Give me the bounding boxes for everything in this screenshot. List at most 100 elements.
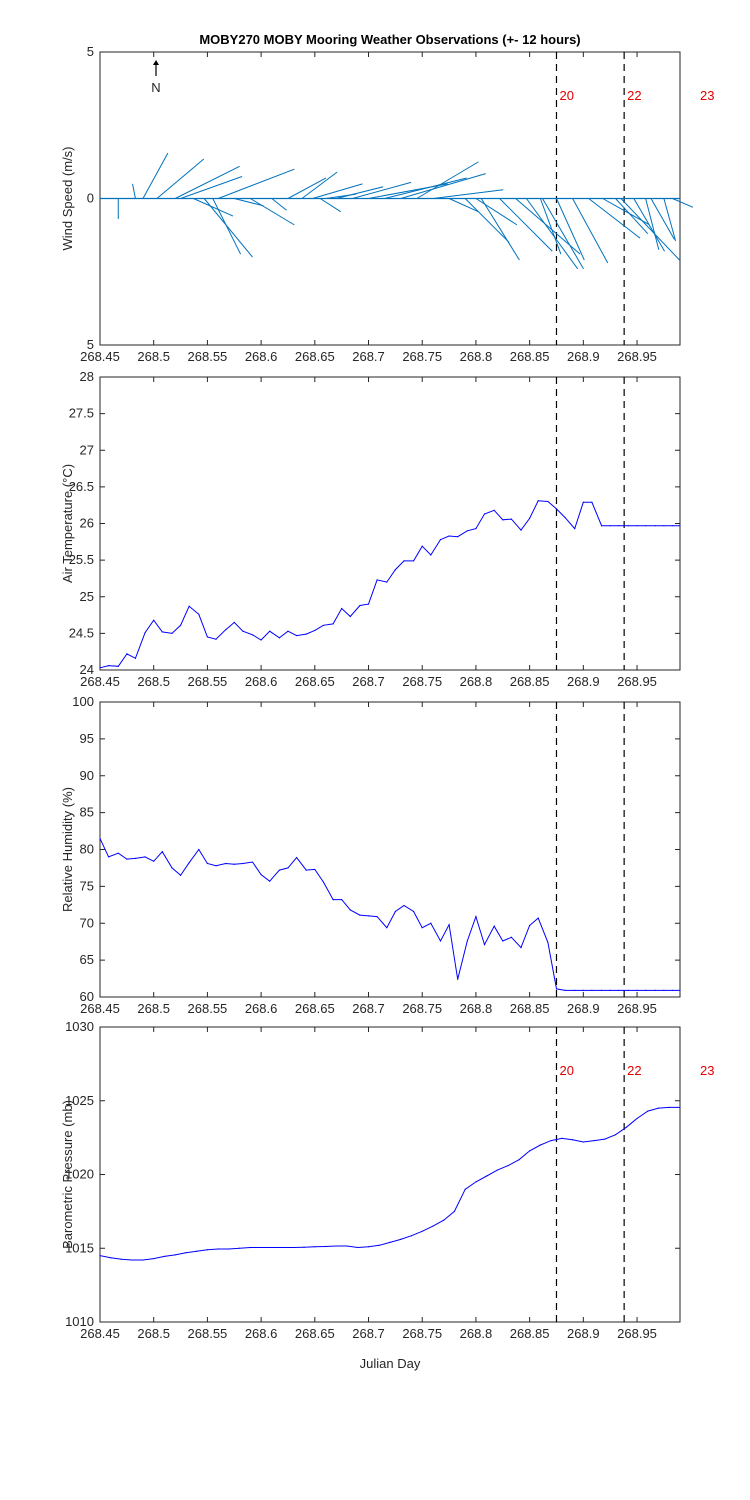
wind-vector (499, 198, 553, 252)
data-point (394, 569, 396, 571)
data-point (260, 1246, 262, 1249)
data-point (502, 519, 504, 521)
y-axis-label: Barometric Pressure (mb) (60, 1100, 75, 1249)
data-point (448, 924, 450, 926)
data-point (671, 989, 674, 991)
data-point (609, 989, 611, 991)
data-point (430, 554, 432, 556)
wind-vector (542, 198, 584, 270)
y-tick-label: 5 (87, 337, 94, 352)
data-point (466, 530, 468, 532)
data-point (196, 1250, 198, 1252)
data-point (421, 545, 423, 547)
y-tick-label: 1030 (65, 1019, 94, 1034)
data-point (647, 1110, 649, 1112)
data-point (179, 874, 182, 876)
y-tick-label: 27.5 (69, 406, 94, 421)
data-point (510, 518, 512, 520)
data-point (663, 989, 665, 991)
y-tick-label: 26.5 (69, 479, 94, 494)
data-point (335, 1245, 337, 1247)
data-point (349, 615, 351, 618)
y-tick-label: 28 (80, 369, 94, 384)
wind-vector (663, 198, 677, 242)
wind-vector (384, 177, 467, 199)
panel-air-temperature: 268.45 268.5 268.55 268.6 268.65 268.7 268.75 2… (60, 369, 681, 689)
x-tick-label: 268.45 (80, 674, 120, 689)
wind-vector (650, 198, 675, 240)
x-tick-label: 268.5 (137, 1001, 170, 1016)
x-tick-label: 268.9 (567, 349, 600, 364)
wind-vector (448, 198, 479, 213)
panels: 268.45 268.5 268.55 268.6 268.65 268.7 268.75 2… (60, 44, 714, 1341)
wind-vector (464, 198, 510, 243)
panel-wind: 268.45 268.5 268.55 268.6 268.65 268.7 268.75 2… (60, 44, 714, 364)
y-tick-label: 1015 (65, 1240, 94, 1255)
wind-vector (620, 198, 680, 261)
data-point (188, 605, 190, 607)
x-tick-label: 268.7 (352, 349, 385, 364)
x-tick-label: 268.5 (137, 674, 170, 689)
data-point (278, 869, 280, 871)
wind-vector (556, 198, 585, 261)
data-point (239, 1247, 241, 1249)
wind-vector (539, 198, 562, 255)
x-tick-label: 268.7 (352, 674, 385, 689)
wind-vector (526, 198, 579, 270)
x-tick-label: 268.45 (80, 349, 120, 364)
data-point (582, 989, 584, 991)
x-tick-label: 268.7 (352, 1001, 385, 1016)
wind-vector (475, 198, 518, 226)
data-point (636, 989, 638, 991)
wind-vector (400, 173, 486, 199)
wind-vector (319, 198, 341, 213)
data-point (413, 560, 415, 562)
x-tick-label: 268.75 (402, 349, 442, 364)
wind-vector (572, 198, 609, 264)
y-tick-label: 24.5 (69, 625, 94, 640)
data-point (493, 925, 495, 927)
wind-vector (271, 198, 287, 211)
wind-vector (234, 198, 264, 207)
data-point (529, 1150, 531, 1152)
data-point (228, 1248, 230, 1250)
data-point (627, 525, 630, 527)
data-point (625, 1126, 627, 1128)
data-point (457, 536, 459, 538)
data-point (107, 665, 110, 667)
wind-vector (287, 177, 327, 199)
data-point (314, 1246, 316, 1248)
data-point (314, 868, 316, 871)
data-point (206, 636, 209, 638)
wind-vector (301, 171, 338, 199)
data-point (305, 869, 307, 871)
data-point (403, 904, 405, 907)
data-point (198, 613, 200, 615)
data-point (287, 867, 289, 869)
data-point (627, 989, 630, 991)
data-point (604, 1138, 606, 1140)
axes-box (99, 701, 681, 998)
data-point (174, 1254, 176, 1256)
data-point (539, 1144, 541, 1146)
data-point (251, 634, 254, 636)
x-tick-label: 268.65 (295, 674, 335, 689)
panel-relative-humidity: 268.45 268.5 268.55 268.6 268.65 268.7 268.75 2… (60, 694, 681, 1016)
wind-vector (633, 198, 666, 252)
data-point (439, 940, 442, 942)
y-tick-label: 25 (80, 589, 94, 604)
data-point (188, 862, 190, 864)
data-point (671, 525, 674, 527)
y-tick-label: 75 (80, 878, 94, 893)
data-point (618, 989, 620, 991)
data-point (466, 940, 468, 942)
data-point (439, 539, 442, 541)
data-point (367, 603, 370, 605)
data-point (269, 630, 271, 632)
series-line (99, 500, 680, 669)
data-point (322, 624, 325, 626)
data-point (475, 528, 477, 530)
data-point (432, 1225, 434, 1227)
data-point (645, 525, 647, 527)
